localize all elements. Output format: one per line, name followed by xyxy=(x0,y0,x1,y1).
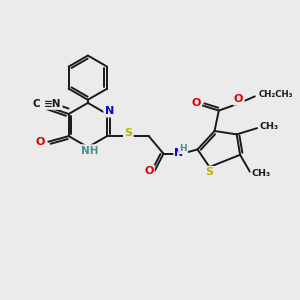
Text: O: O xyxy=(36,137,45,147)
Text: CH₃: CH₃ xyxy=(260,122,278,131)
Text: CH₃: CH₃ xyxy=(251,169,271,178)
Text: NH: NH xyxy=(81,146,99,156)
Text: O: O xyxy=(191,98,201,108)
Text: H: H xyxy=(179,144,187,153)
Text: S: S xyxy=(205,167,213,177)
Text: N: N xyxy=(175,148,184,158)
Text: O: O xyxy=(234,94,243,104)
Text: O: O xyxy=(144,166,153,176)
Text: C: C xyxy=(33,99,40,109)
Text: ≡N: ≡N xyxy=(44,99,61,109)
Text: CH₂CH₃: CH₂CH₃ xyxy=(258,91,293,100)
Text: S: S xyxy=(124,128,132,138)
Text: N: N xyxy=(105,106,114,116)
